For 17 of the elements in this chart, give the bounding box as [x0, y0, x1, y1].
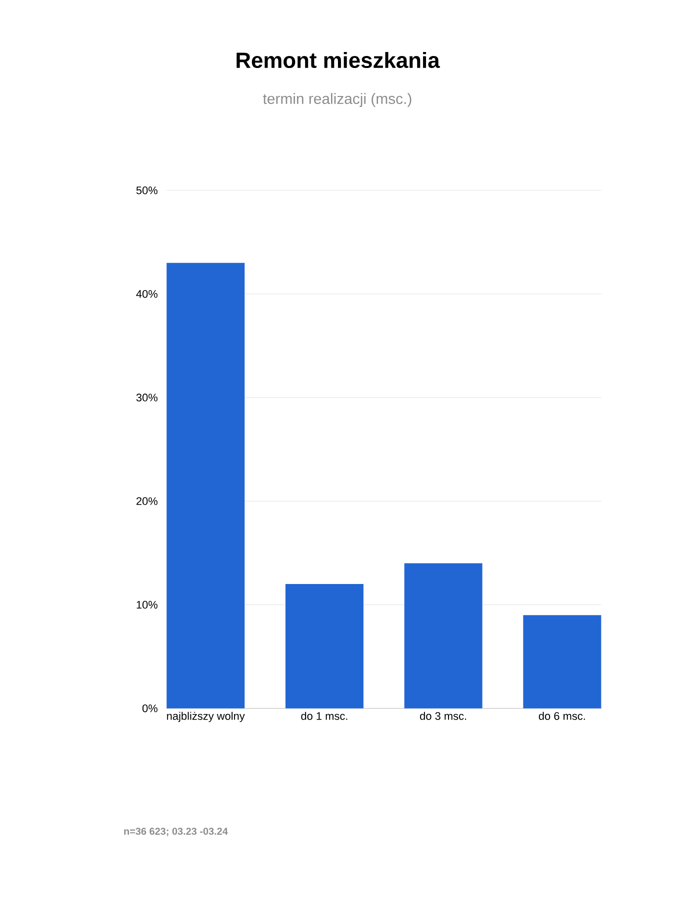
x-tick-label: do 3 msc. — [420, 712, 466, 720]
y-tick-label: 20% — [136, 497, 158, 506]
x-tick-label: do 1 msc. — [301, 712, 348, 720]
chart-title: Remont mieszkania — [236, 52, 440, 68]
bar — [404, 563, 482, 708]
y-tick-label: 10% — [136, 600, 158, 609]
y-tick-label: 30% — [136, 394, 158, 402]
text: n=36 623; 03.23 -03.24 — [124, 828, 228, 836]
y-tick-label: 0% — [142, 704, 158, 712]
x-tick-label: najbliższy wolny — [167, 712, 245, 722]
bar — [523, 615, 602, 708]
y-tick-label: 50% — [136, 186, 158, 194]
bar — [166, 262, 245, 708]
chart-subtitle: termin realizacji (msc.) — [262, 93, 412, 107]
y-tick-label: 40% — [136, 290, 158, 298]
x-tick-label: do 6 msc. — [538, 712, 585, 720]
bar — [285, 584, 364, 708]
